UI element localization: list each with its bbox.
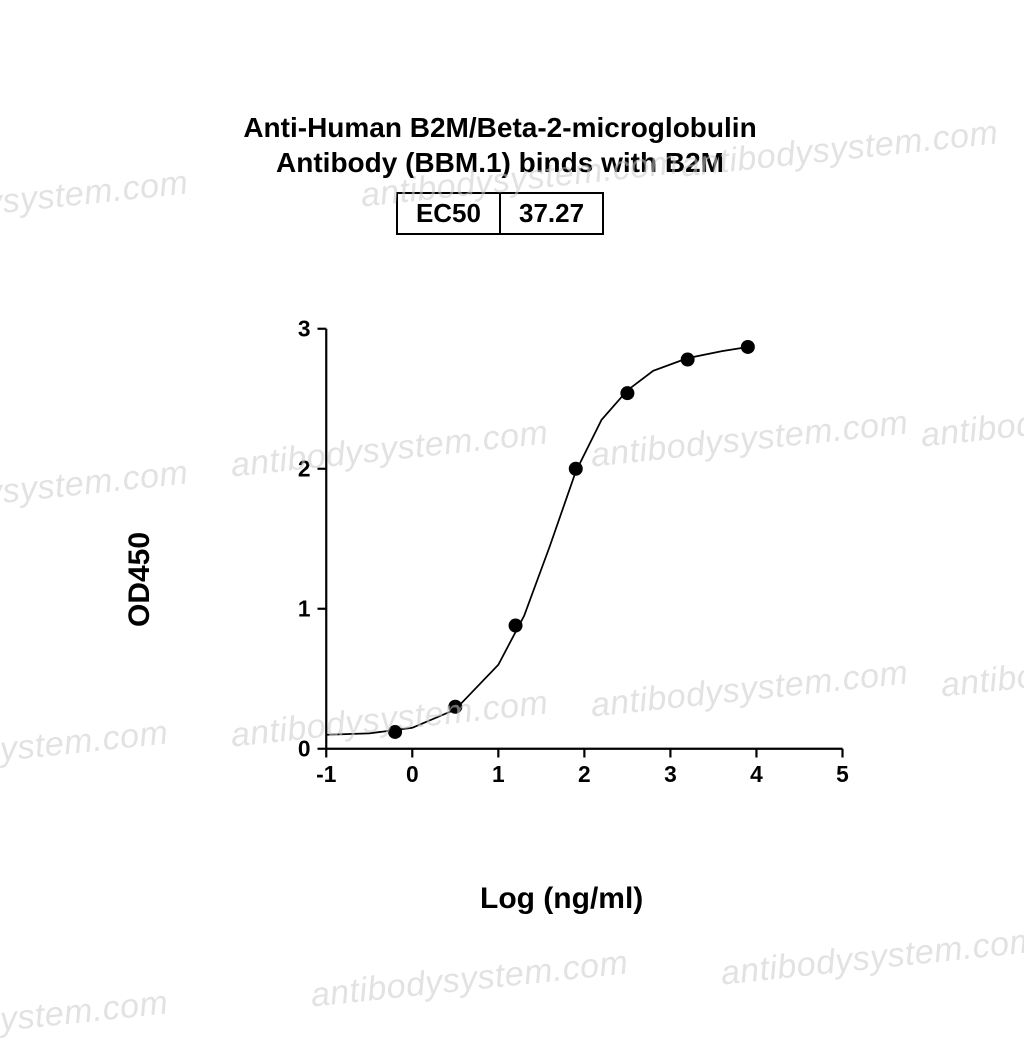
y-axis-label: OD450 <box>123 532 157 627</box>
x-tick-label: 2 <box>578 761 591 787</box>
data-point <box>741 340 755 354</box>
fit-curve <box>326 347 748 735</box>
chart-title: Anti-Human B2M/Beta-2-microglobulin Anti… <box>50 110 950 180</box>
x-tick-label: 4 <box>750 761 763 787</box>
ec50-box: EC50 37.27 <box>396 192 604 235</box>
y-tick-label: 2 <box>298 456 311 482</box>
watermark-text: antibodysystem.com <box>0 983 170 1055</box>
x-tick-label: 0 <box>406 761 419 787</box>
x-tick-label: 3 <box>664 761 677 787</box>
data-point <box>448 700 462 714</box>
ec50-value: 37.27 <box>500 193 603 234</box>
x-axis-label: Log (ng/ml) <box>480 882 643 916</box>
y-tick-label: 0 <box>298 736 311 762</box>
title-line2: Antibody (BBM.1) binds with B2M <box>276 147 724 178</box>
watermark-text: antibodysystem.com <box>939 633 1024 705</box>
x-tick-label: 1 <box>492 761 505 787</box>
data-point <box>509 619 523 633</box>
chart-container: Anti-Human B2M/Beta-2-microglobulin Anti… <box>50 110 950 930</box>
title-line1: Anti-Human B2M/Beta-2-microglobulin <box>243 112 756 143</box>
data-point <box>388 725 402 739</box>
data-point <box>620 386 634 400</box>
data-point <box>569 462 583 476</box>
ec50-label: EC50 <box>397 193 500 234</box>
plot-svg: -10123450123 <box>270 320 890 810</box>
x-tick-label: -1 <box>316 761 337 787</box>
y-tick-label: 3 <box>298 320 311 342</box>
y-tick-label: 1 <box>298 596 311 622</box>
x-tick-label: 5 <box>836 761 849 787</box>
data-point <box>681 353 695 367</box>
watermark-text: antibodysystem.com <box>719 921 1024 993</box>
watermark-text: antibodysystem.com <box>309 943 630 1015</box>
